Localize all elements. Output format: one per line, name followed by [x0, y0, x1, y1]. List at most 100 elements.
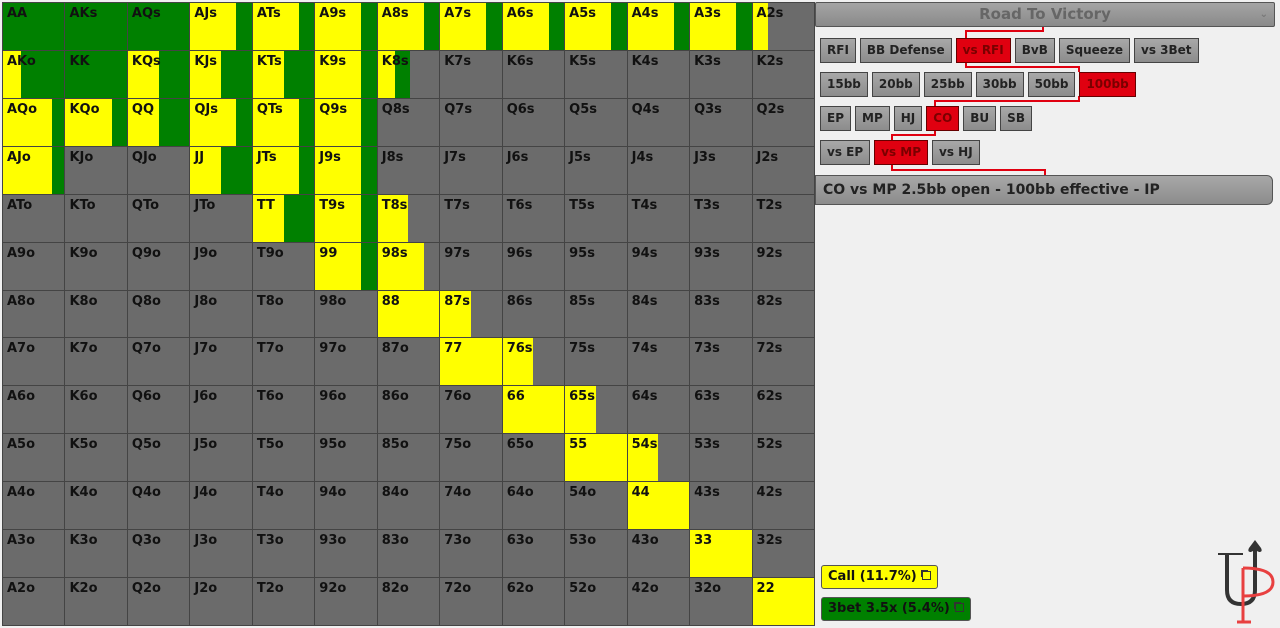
- button-bb-defense[interactable]: BB Defense: [859, 38, 952, 63]
- hand-cell-Q8o[interactable]: Q8o: [127, 290, 190, 338]
- hand-cell-73s[interactable]: 73s: [690, 338, 752, 386]
- hand-cell-AKo[interactable]: AKo: [3, 50, 65, 98]
- hand-cell-98o[interactable]: 98o: [315, 290, 377, 338]
- hand-cell-99[interactable]: 99: [315, 242, 377, 290]
- hand-cell-K2o[interactable]: K2o: [65, 578, 127, 625]
- hand-cell-K8o[interactable]: K8o: [65, 290, 127, 338]
- hand-cell-Q5s[interactable]: Q5s: [565, 98, 627, 146]
- hand-cell-JTs[interactable]: JTs: [252, 146, 315, 194]
- hand-cell-J6o[interactable]: J6o: [190, 386, 252, 434]
- hand-cell-A2o[interactable]: A2o: [3, 578, 65, 625]
- hand-cell-A2s[interactable]: A2s: [752, 3, 814, 50]
- hand-cell-43o[interactable]: 43o: [627, 530, 690, 578]
- hand-cell-QJo[interactable]: QJo: [127, 146, 190, 194]
- hand-cell-TT[interactable]: TT: [252, 194, 315, 242]
- hand-cell-J2o[interactable]: J2o: [190, 578, 252, 625]
- hand-cell-KQs[interactable]: KQs: [127, 50, 190, 98]
- hand-cell-74o[interactable]: 74o: [440, 482, 502, 530]
- hand-cell-T9o[interactable]: T9o: [252, 242, 315, 290]
- hand-cell-K4s[interactable]: K4s: [627, 50, 690, 98]
- button-50bb[interactable]: 50bb: [1027, 72, 1076, 97]
- hand-cell-63s[interactable]: 63s: [690, 386, 752, 434]
- hand-cell-77[interactable]: 77: [440, 338, 502, 386]
- hand-cell-82s[interactable]: 82s: [752, 290, 814, 338]
- hand-cell-Q7o[interactable]: Q7o: [127, 338, 190, 386]
- hand-cell-J5o[interactable]: J5o: [190, 434, 252, 482]
- button-rfi[interactable]: RFI: [820, 38, 856, 63]
- hand-cell-87s[interactable]: 87s: [440, 290, 502, 338]
- hand-cell-65o[interactable]: 65o: [502, 434, 565, 482]
- hand-cell-98s[interactable]: 98s: [377, 242, 440, 290]
- hand-cell-K9o[interactable]: K9o: [65, 242, 127, 290]
- hand-cell-Q3s[interactable]: Q3s: [690, 98, 752, 146]
- button-mp[interactable]: MP: [855, 106, 890, 131]
- hand-cell-J4s[interactable]: J4s: [627, 146, 690, 194]
- hand-cell-93s[interactable]: 93s: [690, 242, 752, 290]
- hand-cell-JTo[interactable]: JTo: [190, 194, 252, 242]
- hand-cell-88[interactable]: 88: [377, 290, 440, 338]
- hand-cell-K2s[interactable]: K2s: [752, 50, 814, 98]
- hand-cell-K5s[interactable]: K5s: [565, 50, 627, 98]
- hand-cell-33[interactable]: 33: [690, 530, 752, 578]
- hand-cell-KJo[interactable]: KJo: [65, 146, 127, 194]
- hand-cell-A9o[interactable]: A9o: [3, 242, 65, 290]
- hand-cell-K9s[interactable]: K9s: [315, 50, 377, 98]
- hand-cell-A9s[interactable]: A9s: [315, 3, 377, 50]
- legend-3bet[interactable]: 3bet 3.5x (5.4%): [821, 597, 971, 621]
- hand-cell-95s[interactable]: 95s: [565, 242, 627, 290]
- hand-cell-K4o[interactable]: K4o: [65, 482, 127, 530]
- hand-cell-J8o[interactable]: J8o: [190, 290, 252, 338]
- hand-cell-62s[interactable]: 62s: [752, 386, 814, 434]
- hand-cell-44[interactable]: 44: [627, 482, 690, 530]
- hand-cell-T9s[interactable]: T9s: [315, 194, 377, 242]
- hand-cell-T5s[interactable]: T5s: [565, 194, 627, 242]
- hand-cell-KQo[interactable]: KQo: [65, 98, 127, 146]
- hand-cell-Q4o[interactable]: Q4o: [127, 482, 190, 530]
- hand-cell-22[interactable]: 22: [752, 578, 814, 625]
- hand-cell-AKs[interactable]: AKs: [65, 3, 127, 50]
- hand-cell-JJ[interactable]: JJ: [190, 146, 252, 194]
- hand-cell-KTs[interactable]: KTs: [252, 50, 315, 98]
- range-set-dropdown[interactable]: Road To Victory ⌄: [815, 2, 1275, 27]
- copy-icon[interactable]: [921, 571, 931, 580]
- hand-cell-K7o[interactable]: K7o: [65, 338, 127, 386]
- hand-cell-K7s[interactable]: K7s: [440, 50, 502, 98]
- hand-cell-92o[interactable]: 92o: [315, 578, 377, 625]
- hand-cell-A6s[interactable]: A6s: [502, 3, 565, 50]
- button-vs-mp[interactable]: vs MP: [874, 140, 929, 165]
- hand-cell-96o[interactable]: 96o: [315, 386, 377, 434]
- hand-cell-32o[interactable]: 32o: [690, 578, 752, 625]
- hand-cell-86o[interactable]: 86o: [377, 386, 440, 434]
- hand-cell-J9s[interactable]: J9s: [315, 146, 377, 194]
- hand-cell-Q9s[interactable]: Q9s: [315, 98, 377, 146]
- hand-cell-Q4s[interactable]: Q4s: [627, 98, 690, 146]
- hand-cell-97o[interactable]: 97o: [315, 338, 377, 386]
- hand-cell-53o[interactable]: 53o: [565, 530, 627, 578]
- hand-cell-42o[interactable]: 42o: [627, 578, 690, 625]
- hand-cell-76o[interactable]: 76o: [440, 386, 502, 434]
- hand-cell-83o[interactable]: 83o: [377, 530, 440, 578]
- hand-cell-A5s[interactable]: A5s: [565, 3, 627, 50]
- button-100bb[interactable]: 100bb: [1079, 72, 1136, 97]
- hand-cell-84o[interactable]: 84o: [377, 482, 440, 530]
- hand-cell-A6o[interactable]: A6o: [3, 386, 65, 434]
- hand-cell-J5s[interactable]: J5s: [565, 146, 627, 194]
- hand-cell-T8s[interactable]: T8s: [377, 194, 440, 242]
- hand-cell-A8o[interactable]: A8o: [3, 290, 65, 338]
- hand-cell-63o[interactable]: 63o: [502, 530, 565, 578]
- hand-cell-J6s[interactable]: J6s: [502, 146, 565, 194]
- hand-cell-T8o[interactable]: T8o: [252, 290, 315, 338]
- hand-cell-94s[interactable]: 94s: [627, 242, 690, 290]
- copy-icon[interactable]: [954, 603, 964, 612]
- button-30bb[interactable]: 30bb: [975, 72, 1024, 97]
- hand-cell-97s[interactable]: 97s: [440, 242, 502, 290]
- hand-cell-Q6o[interactable]: Q6o: [127, 386, 190, 434]
- hand-cell-KTo[interactable]: KTo: [65, 194, 127, 242]
- hand-cell-52o[interactable]: 52o: [565, 578, 627, 625]
- button-hj[interactable]: HJ: [893, 106, 923, 131]
- hand-cell-95o[interactable]: 95o: [315, 434, 377, 482]
- hand-cell-54o[interactable]: 54o: [565, 482, 627, 530]
- hand-cell-65s[interactable]: 65s: [565, 386, 627, 434]
- hand-cell-A7o[interactable]: A7o: [3, 338, 65, 386]
- button-bu[interactable]: BU: [963, 106, 997, 131]
